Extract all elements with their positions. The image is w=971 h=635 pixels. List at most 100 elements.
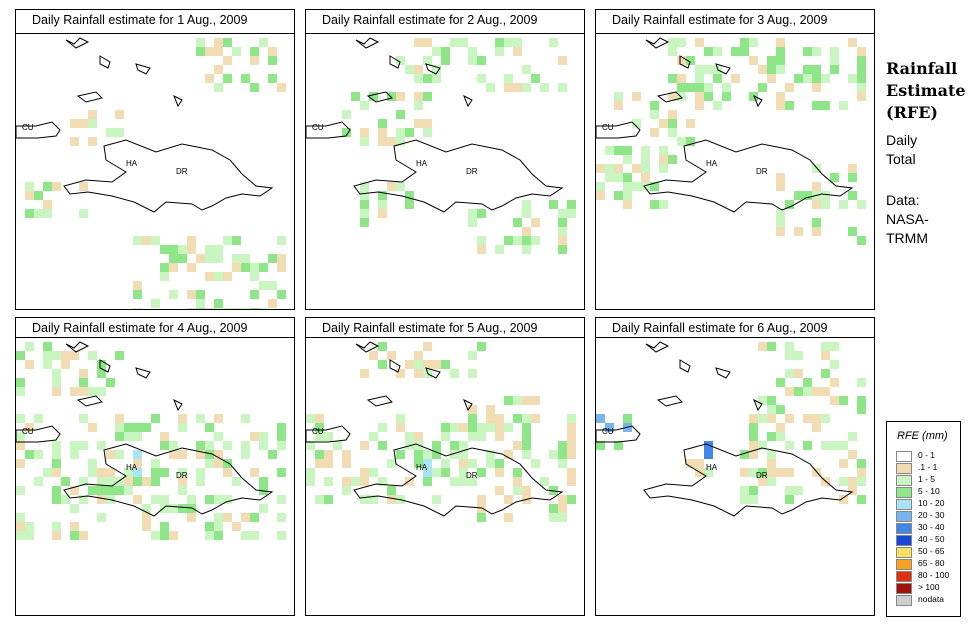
rainfall-cell [504, 83, 513, 92]
rainfall-cell [432, 65, 441, 74]
rainfall-cell [277, 495, 286, 504]
rainfall-cell [803, 191, 812, 200]
rainfall-cell [513, 38, 522, 47]
rainfall-cell [223, 56, 232, 65]
rainfall-cell [758, 468, 767, 477]
rainfall-cell [432, 360, 441, 369]
rainfall-cell [749, 432, 758, 441]
rainfall-cell [767, 405, 776, 414]
rainfall-cell [459, 423, 468, 432]
panel-title: Daily Rainfall estimate for 6 Aug., 2009 [595, 317, 875, 339]
rainfall-cell [214, 47, 223, 56]
rainfall-cell [477, 74, 486, 83]
rainfall-cell [558, 236, 567, 245]
rainfall-cell [79, 209, 88, 218]
rainfall-cell [830, 173, 839, 182]
rainfall-cell [668, 110, 677, 119]
rainfall-cell [857, 495, 866, 504]
country-label-dominican_republic: DR [176, 471, 188, 480]
rainfall-cell [459, 468, 468, 477]
rainfall-cell [360, 200, 369, 209]
legend-swatch [896, 559, 912, 570]
rainfall-cell [241, 531, 250, 540]
rainfall-cell [360, 209, 369, 218]
rainfall-cell [315, 450, 324, 459]
rainfall-cell [160, 441, 169, 450]
rainfall-cell [567, 477, 576, 486]
rainfall-cell [695, 101, 704, 110]
rainfall-cell [468, 432, 477, 441]
rainfall-cell [315, 495, 324, 504]
rainfall-cell [857, 459, 866, 468]
coastline-isl2 [389, 359, 401, 373]
rainfall-cell [133, 281, 142, 290]
rainfall-cell [686, 83, 695, 92]
rainfall-cell [396, 92, 405, 101]
legend-swatch [896, 499, 912, 510]
rainfall-cell [16, 351, 25, 360]
rainfall-cell [187, 504, 196, 513]
legend-label: nodata [918, 594, 944, 604]
rainfall-cell [378, 360, 387, 369]
rainfall-cell [468, 56, 477, 65]
rainfall-cell [360, 468, 369, 477]
data-source-label: Data: NASA- TRMM [886, 191, 929, 248]
rainfall-cell [495, 47, 504, 56]
rainfall-cell [650, 182, 659, 191]
rainfall-cell [196, 308, 205, 309]
rainfall-cell [477, 513, 486, 522]
rainfall-cell [848, 191, 857, 200]
rainfall-cell [522, 200, 531, 209]
rainfall-cell [848, 227, 857, 236]
rainfall-cell [596, 441, 605, 450]
rainfall-cell [196, 477, 205, 486]
rainfall-cell [513, 486, 522, 495]
rainfall-cell [477, 468, 486, 477]
coastline-isl5 [463, 398, 473, 412]
legend-swatch [896, 523, 912, 534]
rainfall-cell [803, 387, 812, 396]
rainfall-cell [776, 182, 785, 191]
rainfall-cell [614, 441, 623, 450]
rainfall-cell [178, 423, 187, 432]
rainfall-cell [812, 47, 821, 56]
rainfall-cell [495, 486, 504, 495]
rainfall-cell [659, 119, 668, 128]
rainfall-cell [749, 423, 758, 432]
rainfall-cell [513, 83, 522, 92]
rainfall-cell [830, 441, 839, 450]
rainfall-cell [360, 128, 369, 137]
rainfall-cell [214, 38, 223, 47]
rainfall-cell [441, 56, 450, 65]
legend-swatch [896, 547, 912, 558]
rainfall-cell [106, 450, 115, 459]
rainfall-cell [405, 360, 414, 369]
legend-label: 5 - 10 [918, 486, 940, 496]
period-line: Daily [886, 132, 918, 148]
coastline-cuba [596, 121, 641, 139]
rainfall-cell [205, 459, 214, 468]
rainfall-cell [124, 468, 133, 477]
rainfall-cell [641, 155, 650, 164]
legend-label: 0 - 1 [918, 450, 936, 460]
rainfall-cell [695, 65, 704, 74]
rainfall-cell [232, 477, 241, 486]
rainfall-cell [342, 486, 351, 495]
rainfall-cell [250, 272, 259, 281]
product-title-line: Estimate [886, 81, 966, 100]
rainfall-cell [43, 342, 52, 351]
rainfall-cell [477, 423, 486, 432]
rainfall-cell [396, 182, 405, 191]
rainfall-cell [405, 200, 414, 209]
rainfall-cell [785, 83, 794, 92]
rainfall-cell [115, 432, 124, 441]
rainfall-cell [315, 414, 324, 423]
rainfall-cell [196, 414, 205, 423]
rainfall-cell [677, 137, 686, 146]
rainfall-cell [812, 468, 821, 477]
rainfall-cell [88, 351, 97, 360]
legend-item: 5 - 10 [896, 486, 958, 498]
rainfall-cell [459, 441, 468, 450]
rainfall-cell [205, 423, 214, 432]
rainfall-cell [821, 74, 830, 83]
